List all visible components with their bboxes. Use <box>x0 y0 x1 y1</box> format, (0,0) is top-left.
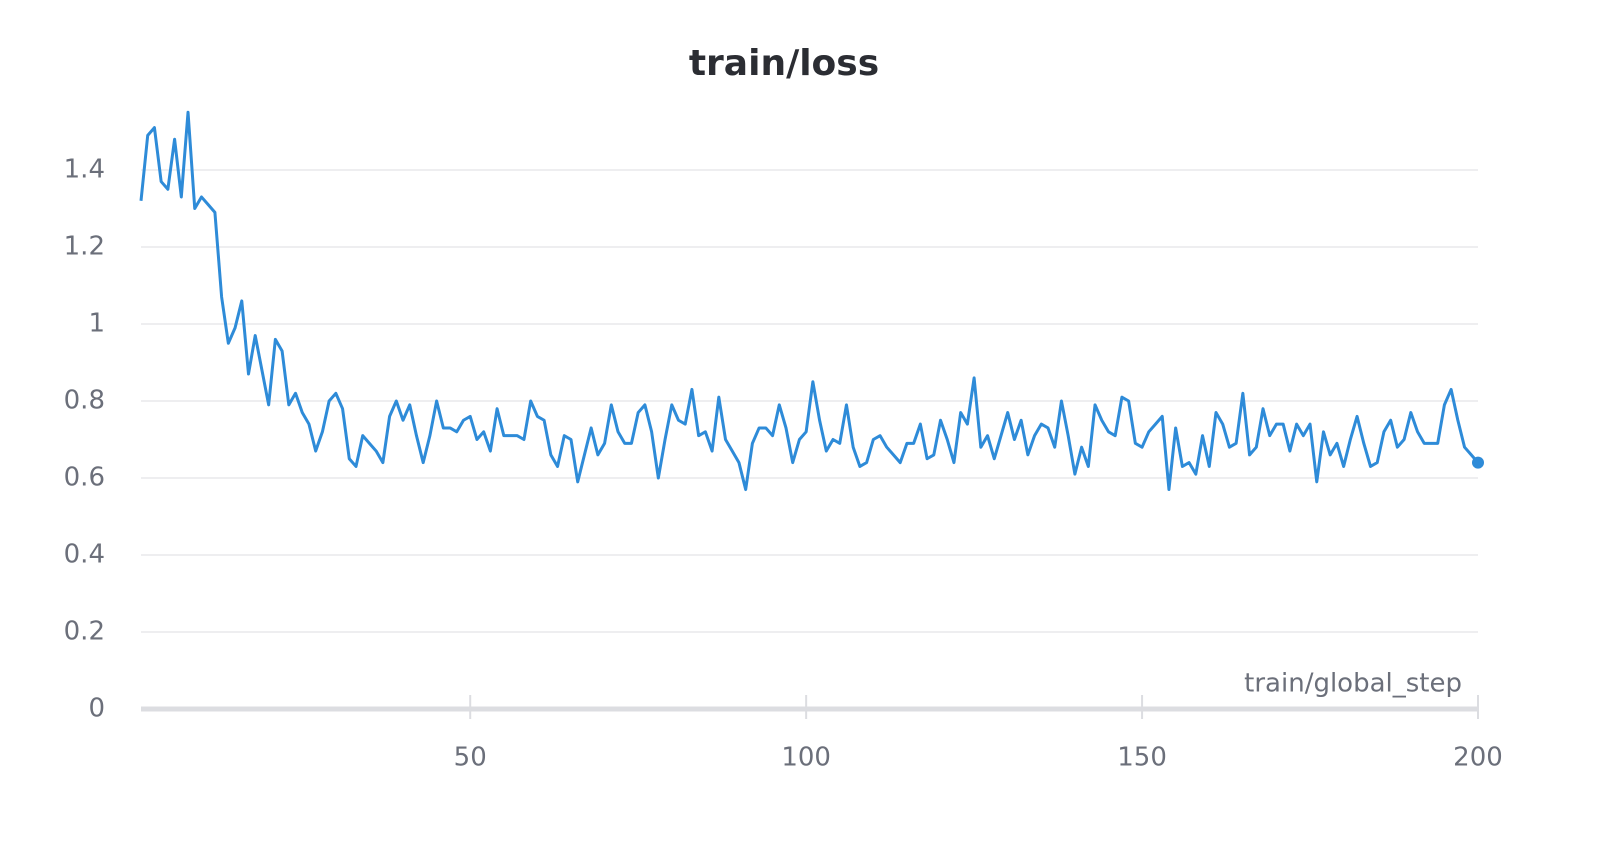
y-tick-label: 0.6 <box>64 463 105 493</box>
chart-title: train/loss <box>689 43 879 84</box>
y-tick-label: 1.2 <box>64 232 105 262</box>
y-tick-label: 0.2 <box>64 617 105 647</box>
x-axis-label: train/global_step <box>1244 669 1462 699</box>
line-series <box>139 110 1480 492</box>
x-tick-label: 50 <box>454 743 487 773</box>
x-tick-label: 150 <box>1117 743 1167 773</box>
y-tick-label: 0.8 <box>64 386 105 416</box>
y-tick-label: 0 <box>88 694 105 724</box>
x-tick-label: 200 <box>1453 743 1503 773</box>
y-tick-label: 0.4 <box>64 540 105 570</box>
end-point <box>1472 456 1484 469</box>
y-tick-label: 1.4 <box>64 155 105 185</box>
x-tick-label: 100 <box>781 743 831 773</box>
y-tick-label: 1 <box>88 309 105 339</box>
